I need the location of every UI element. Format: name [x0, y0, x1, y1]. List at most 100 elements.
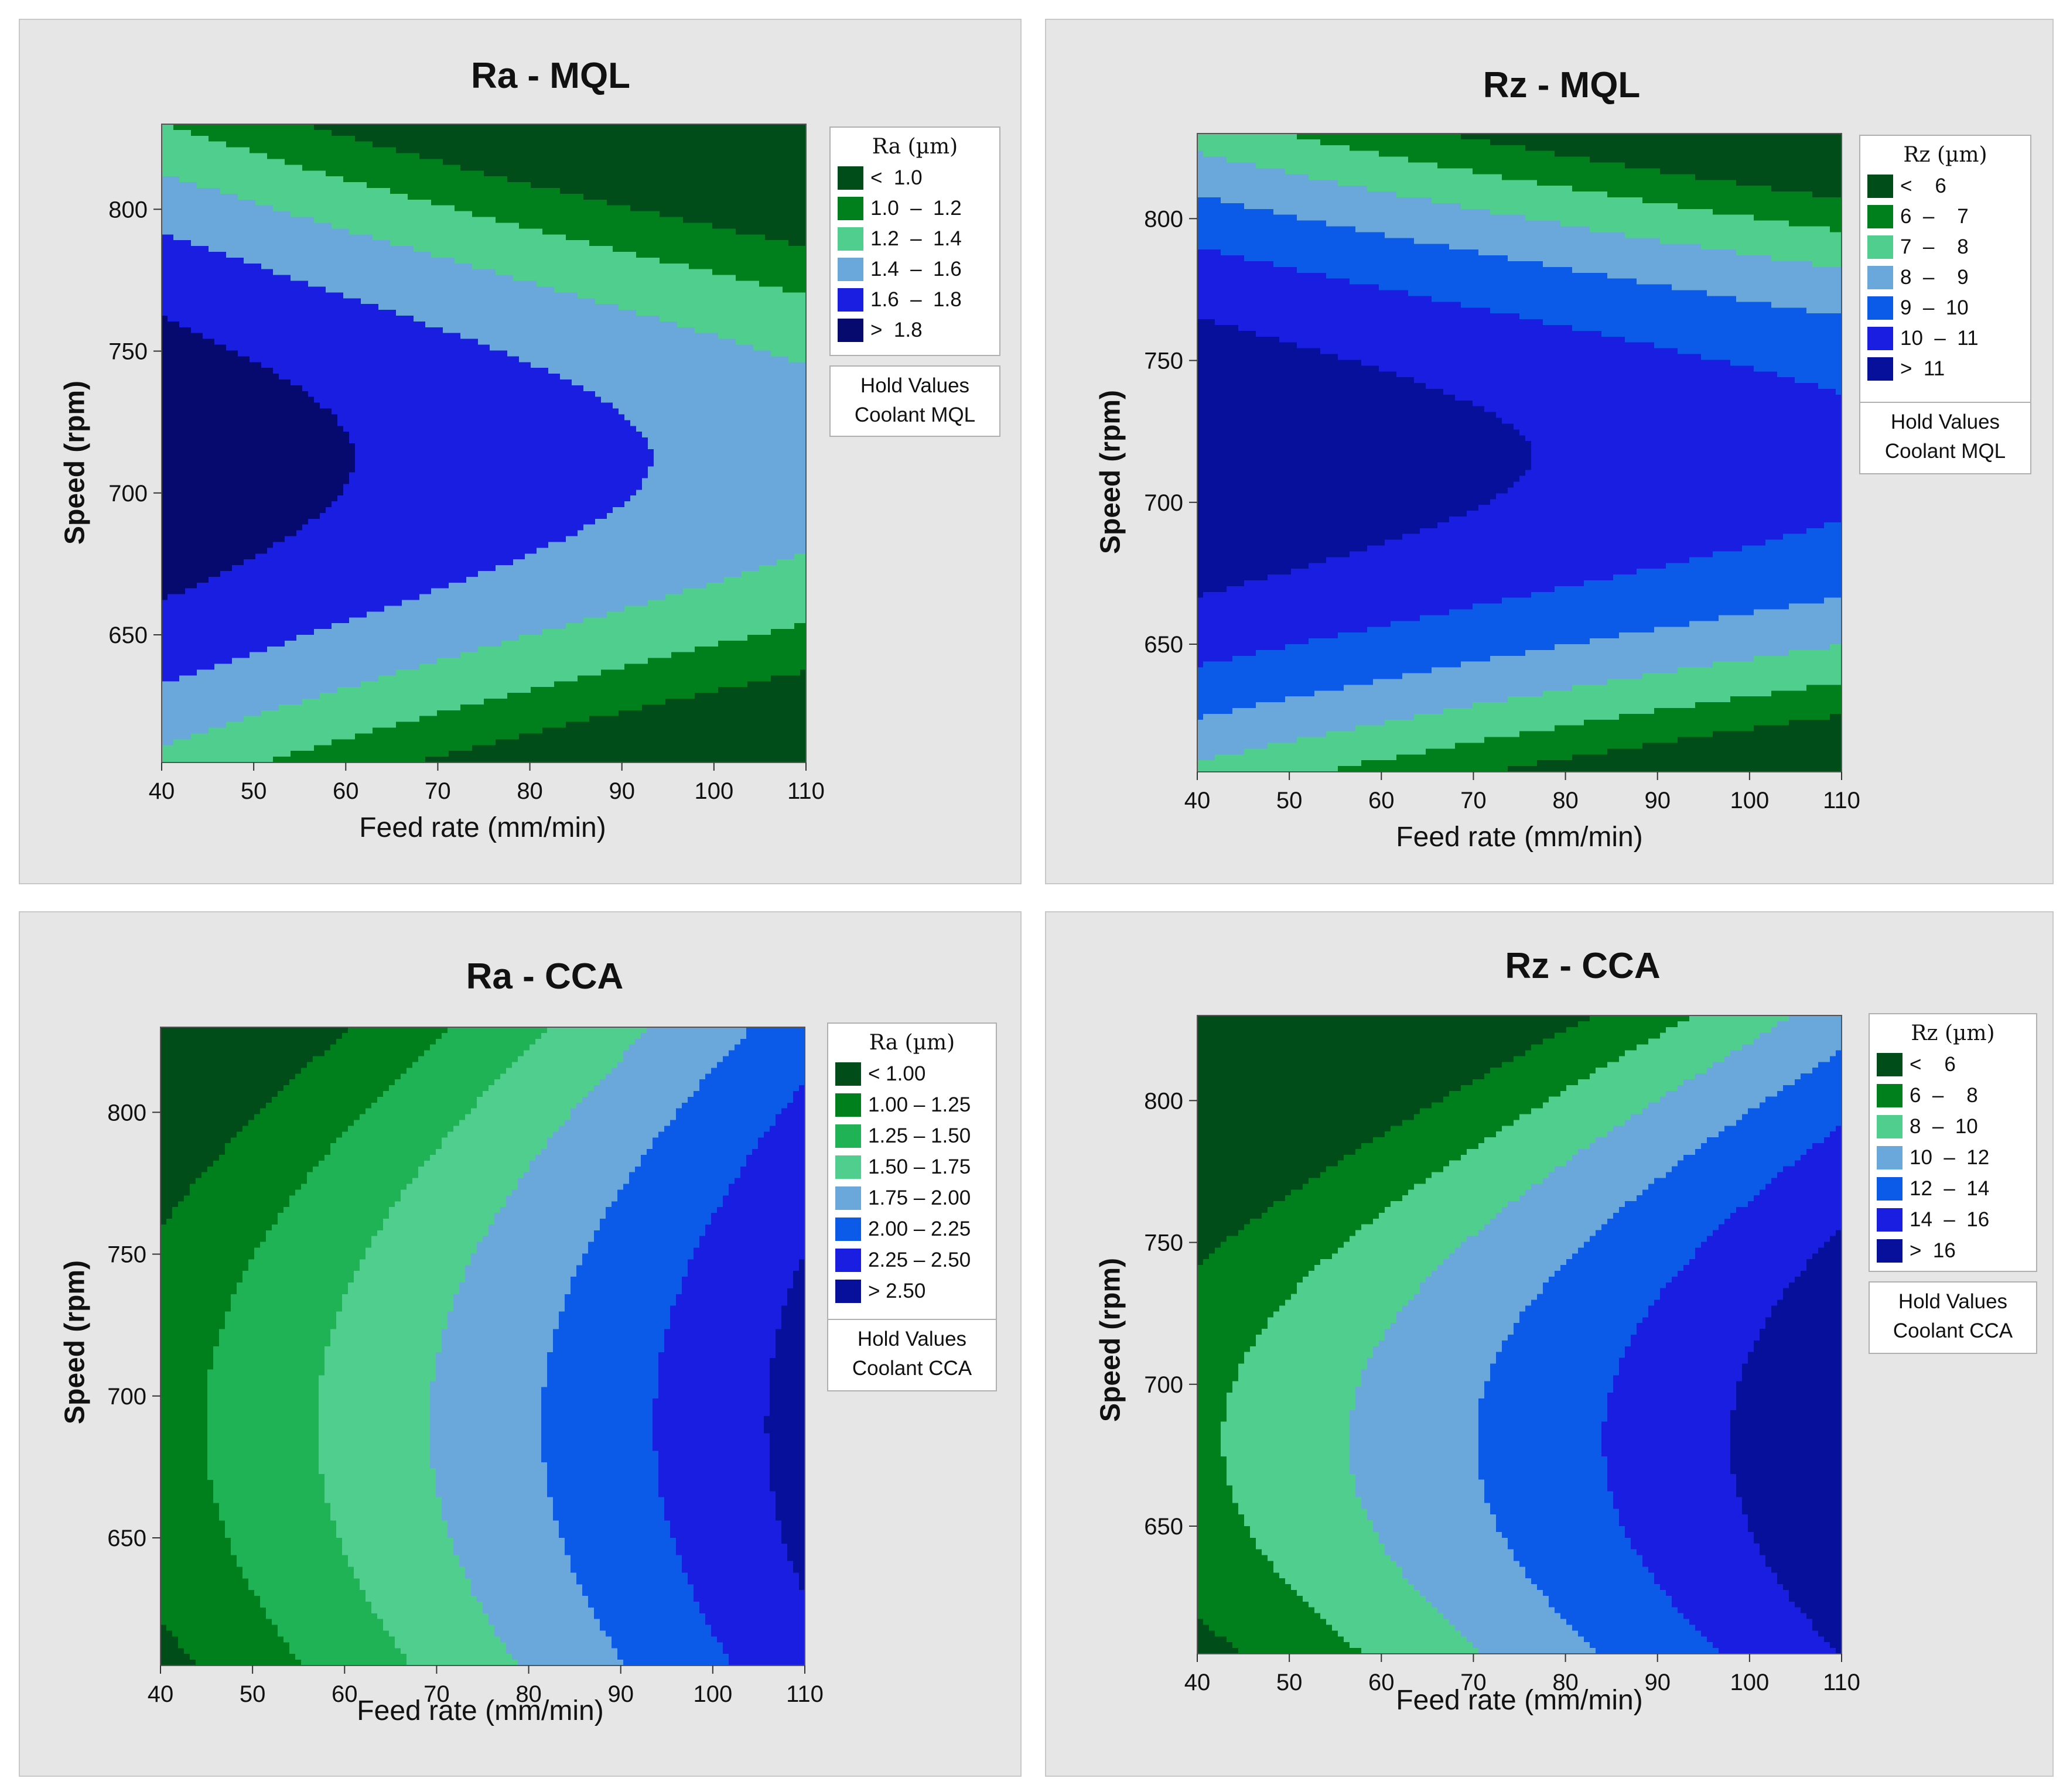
contour-cell — [699, 1242, 805, 1249]
contour-cell — [366, 1590, 472, 1596]
contour-cell — [1244, 1357, 1368, 1364]
contour-cell — [758, 1137, 805, 1144]
contour-cell — [160, 1369, 208, 1376]
contour-cell — [1478, 1230, 1596, 1237]
contour-cell — [225, 1323, 337, 1329]
contour-cell — [430, 1404, 542, 1411]
contour-cell — [736, 275, 807, 282]
legend: Ra (µm) < 1.0 1.0 – 1.2 1.2 – 1.4 1.4 – 1.6… — [829, 126, 1000, 356]
y-tick-label: 700 — [1144, 1372, 1183, 1398]
contour-cell — [1209, 1625, 1333, 1631]
contour-cell — [735, 1178, 805, 1185]
contour-cell — [1789, 1590, 1842, 1596]
contour-cell — [184, 1648, 290, 1654]
contour-cell — [366, 1108, 472, 1115]
contour-cell — [266, 1236, 372, 1243]
contour-cell — [1654, 708, 1842, 714]
contour-cell — [1455, 743, 1643, 749]
contour-cell — [1525, 1189, 1643, 1196]
contour-cell — [162, 640, 285, 647]
x-tick-label: 110 — [786, 1681, 824, 1707]
contour-cell — [162, 466, 356, 473]
contour-cell — [162, 669, 197, 676]
contour-cell — [1642, 1555, 1766, 1562]
contour-cell — [237, 1561, 349, 1568]
contour-cell — [1783, 1584, 1842, 1591]
contour-cell — [1771, 186, 1842, 192]
contour-cell — [207, 1415, 319, 1422]
contour-cell — [1789, 603, 1842, 610]
contour-cell — [1478, 249, 1737, 256]
contour-cell — [1197, 1212, 1262, 1219]
contour-cell — [1408, 1189, 1526, 1196]
contour-cell — [430, 1421, 542, 1428]
contour-cell — [162, 153, 268, 160]
contour-cell — [665, 699, 807, 705]
contour-cell — [776, 1114, 805, 1121]
contour-cell — [336, 1038, 436, 1045]
contour-cell — [1355, 1387, 1485, 1393]
contour-cell — [160, 1247, 255, 1254]
contour-cell — [431, 588, 684, 595]
contour-cell — [1789, 220, 1842, 227]
contour-cell — [711, 1625, 805, 1632]
contour-cell — [1355, 1398, 1479, 1405]
contour-cell — [1824, 597, 1842, 604]
contour-cell — [658, 1387, 770, 1393]
contour-cell — [1449, 1619, 1567, 1626]
contour-cell — [1197, 563, 1309, 569]
contour-cell — [1490, 1369, 1620, 1376]
legend-label: 1.50 – 1.75 — [868, 1155, 971, 1178]
contour-cell — [162, 170, 326, 177]
contour-cell — [419, 594, 666, 601]
contour-cell — [1490, 1509, 1620, 1515]
contour-cell — [1402, 534, 1784, 541]
contour-cell — [519, 733, 807, 740]
contour-cell — [1760, 1335, 1842, 1341]
contour-cell — [1197, 591, 1204, 599]
contour-cell — [1197, 354, 1338, 361]
contour-cell — [1396, 191, 1608, 198]
contour-cell — [711, 1068, 805, 1074]
contour-cell — [1478, 1439, 1602, 1445]
legend-label: < 1.00 — [868, 1062, 926, 1085]
contour-cell — [1812, 1143, 1842, 1150]
x-tick-label: 50 — [1276, 1670, 1303, 1695]
plot-frame — [161, 124, 807, 763]
contour-cell — [330, 1340, 442, 1347]
contour-cell — [1660, 1294, 1784, 1301]
contour-cell — [648, 472, 807, 479]
contour-cell — [162, 542, 274, 548]
x-tick-label: 60 — [333, 778, 359, 804]
contour-cell — [1197, 580, 1245, 587]
contour-cell — [547, 1479, 659, 1486]
contour-cell — [272, 1224, 384, 1231]
legend-swatch — [835, 1249, 861, 1272]
contour-cell — [1461, 302, 1772, 308]
y-tick-label: 800 — [107, 1100, 146, 1126]
contour-cell — [1637, 569, 1842, 575]
contour-cell — [1625, 1526, 1748, 1533]
contour-cell — [436, 1485, 548, 1492]
contour-cell — [1590, 1236, 1707, 1243]
contour-cell — [1443, 1096, 1549, 1103]
contour-cell — [160, 1357, 214, 1364]
contour-cell — [1197, 1601, 1309, 1608]
contour-cell — [1197, 1410, 1227, 1417]
contour-cell — [302, 699, 484, 705]
contour-cell — [1613, 574, 1842, 581]
contour-cell — [1490, 499, 1842, 505]
contour-cell — [1420, 1288, 1543, 1295]
contour-cell — [1197, 1485, 1233, 1492]
contour-cell — [162, 246, 209, 252]
contour-cell — [1730, 1421, 1842, 1428]
contour-cell — [383, 1091, 483, 1097]
contour-cell — [160, 1201, 179, 1208]
contour-cell — [1197, 1062, 1502, 1068]
contour-cell — [1268, 1207, 1385, 1213]
contour-cell — [1197, 638, 1309, 645]
contour-cell — [1197, 1329, 1262, 1335]
contour-cell — [1262, 1329, 1385, 1335]
contour-cell — [1478, 1404, 1608, 1411]
